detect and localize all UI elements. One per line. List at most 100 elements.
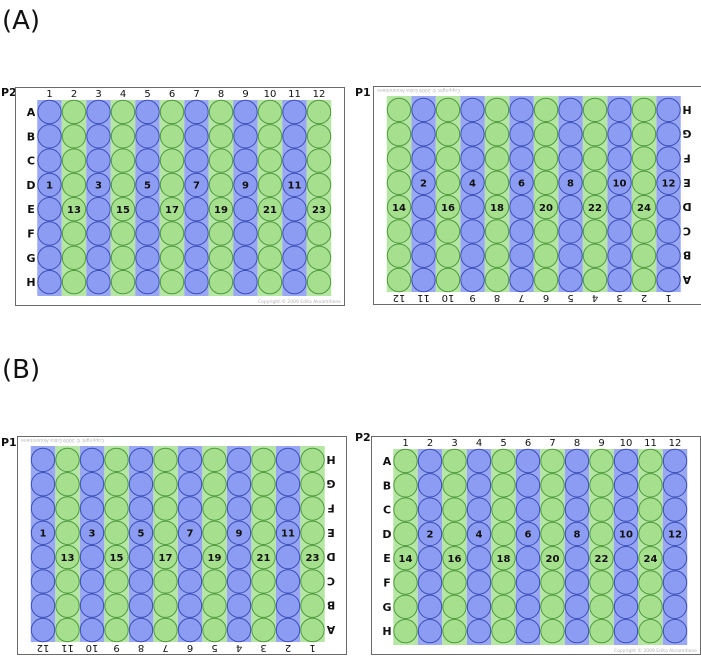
well-G2 <box>417 594 443 620</box>
well-C2 <box>61 148 87 173</box>
well-E5 <box>135 197 160 222</box>
column-label-8: 8 <box>218 89 224 100</box>
well-C7 <box>540 497 565 522</box>
well-D7 <box>153 544 178 570</box>
well-G10 <box>613 594 639 620</box>
well-H10 <box>257 269 283 295</box>
column-label-2: 2 <box>285 642 291 653</box>
well-C11 <box>55 569 80 594</box>
well-D4 <box>582 194 608 220</box>
well-D1 <box>300 544 325 570</box>
well-F3 <box>251 496 276 521</box>
well-F1 <box>656 146 681 171</box>
well-F7 <box>184 221 209 246</box>
well-number-group: 22 <box>588 203 602 214</box>
column-label-1: 1 <box>46 89 52 100</box>
well-G12 <box>662 594 688 620</box>
well-H1 <box>393 618 418 644</box>
well-E7 <box>153 520 178 545</box>
column-label-4: 4 <box>120 89 126 100</box>
well-G1 <box>37 245 62 271</box>
column-label-11: 11 <box>288 89 301 100</box>
well-number-24: 24 <box>637 203 651 214</box>
column-label-8: 8 <box>494 292 500 303</box>
well-E5 <box>202 520 227 545</box>
well-C11 <box>638 497 663 522</box>
well-E5 <box>491 546 516 571</box>
well-G6 <box>533 121 559 147</box>
well-G5 <box>202 471 227 497</box>
well-plate-a-left: 1 2 3 4 5 6 7 8 9 10 11 12 A B C D E F G H 1 3 5 7 9 11 13 15 17 19 21… <box>15 87 345 306</box>
column-label-6: 6 <box>187 642 193 653</box>
well-C5 <box>135 148 160 173</box>
well-number-8: 8 <box>567 179 574 190</box>
well-F11 <box>282 221 307 246</box>
well-B3 <box>251 593 276 618</box>
well-number-group: 16 <box>441 203 455 214</box>
well-H7 <box>540 618 565 644</box>
column-label-10: 10 <box>442 292 455 303</box>
well-D1 <box>393 521 418 547</box>
well-number-14: 14 <box>399 554 413 565</box>
well-number-4: 4 <box>469 179 476 190</box>
well-A11 <box>282 99 307 125</box>
column-label-12: 12 <box>393 292 406 303</box>
well-B4 <box>226 593 252 618</box>
well-H2 <box>631 97 657 123</box>
well-number-group: 15 <box>110 553 124 564</box>
well-H3 <box>86 269 111 295</box>
column-label-2: 2 <box>71 89 77 100</box>
well-number-8: 8 <box>574 530 581 541</box>
well-F7 <box>153 496 178 521</box>
column-label-12: 12 <box>313 89 326 100</box>
well-number-18: 18 <box>490 203 504 214</box>
well-D12 <box>386 194 412 220</box>
well-A6 <box>515 448 541 474</box>
well-A4 <box>110 99 136 125</box>
well-F4 <box>110 221 136 246</box>
well-F2 <box>61 221 87 246</box>
well-G7 <box>509 121 534 147</box>
well-number-23: 23 <box>306 553 320 564</box>
well-E1 <box>393 546 418 571</box>
well-number-1: 1 <box>40 529 47 540</box>
well-A12 <box>306 99 332 125</box>
well-A3 <box>86 99 111 125</box>
well-number-group: 6 <box>518 179 525 190</box>
well-G6 <box>515 594 541 620</box>
well-D4 <box>110 172 136 198</box>
well-D12 <box>30 544 56 570</box>
well-A1 <box>37 99 62 125</box>
well-F3 <box>442 570 467 595</box>
well-G8 <box>208 245 234 271</box>
well-number-21: 21 <box>263 205 277 216</box>
well-H12 <box>306 269 332 295</box>
well-number-group: 21 <box>257 553 271 564</box>
column-label-1: 1 <box>665 292 671 303</box>
well-B1 <box>300 593 325 618</box>
well-A12 <box>662 448 688 474</box>
well-B12 <box>30 593 56 618</box>
well-B4 <box>582 243 608 268</box>
well-H1 <box>37 269 62 295</box>
well-A11 <box>411 267 436 293</box>
row-label-B: B <box>683 249 691 262</box>
well-B12 <box>306 124 332 149</box>
well-number-group: 8 <box>567 179 574 190</box>
well-B10 <box>435 243 461 268</box>
well-H2 <box>417 618 443 644</box>
well-E9 <box>233 197 258 222</box>
well-A6 <box>533 267 559 293</box>
column-label-10: 10 <box>620 438 633 449</box>
well-C3 <box>607 219 632 244</box>
well-D1 <box>656 194 681 220</box>
well-D10 <box>435 194 461 220</box>
row-label-D: D <box>326 550 335 563</box>
well-A12 <box>386 267 412 293</box>
well-E10 <box>613 546 639 571</box>
column-label-7: 7 <box>518 292 524 303</box>
well-H1 <box>300 447 325 473</box>
well-G8 <box>484 121 510 147</box>
well-F9 <box>589 570 614 595</box>
well-H7 <box>509 97 534 123</box>
